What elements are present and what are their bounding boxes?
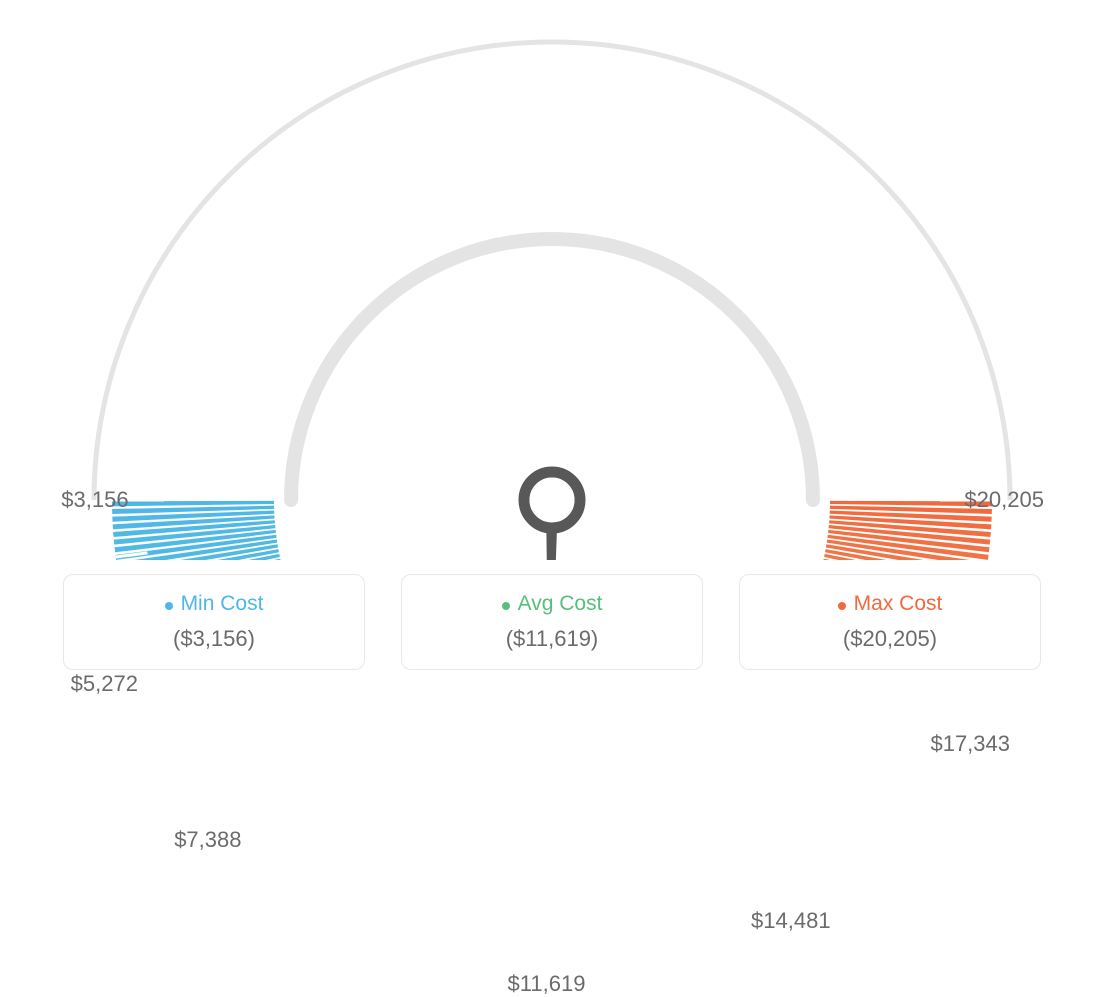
legend-dot-icon [838, 602, 846, 610]
legend-title: Max Cost [838, 592, 943, 616]
gauge-tick-label: $3,156 [61, 487, 128, 513]
gauge-tick-label: $17,343 [930, 731, 1010, 757]
legend-card: Min Cost ($3,156) [63, 574, 365, 670]
legend-label: Avg Cost [518, 592, 603, 616]
legend-label: Min Cost [181, 592, 264, 616]
legend-title: Avg Cost [502, 592, 603, 616]
legend-card: Avg Cost ($11,619) [401, 574, 703, 670]
legend-title: Min Cost [165, 592, 264, 616]
gauge-tick-label: $20,205 [964, 487, 1044, 513]
gauge-tick-label: $11,619 [508, 971, 586, 997]
gauge-tick-label: $14,481 [751, 908, 831, 934]
legend-row: Min Cost ($3,156) Avg Cost ($11,619) Max Cos… [0, 574, 1104, 670]
legend-value: ($3,156) [173, 626, 255, 652]
legend-dot-icon [502, 602, 510, 610]
gauge-tick-label: $5,272 [71, 671, 138, 697]
gauge-inner-arc [291, 239, 813, 500]
legend-label: Max Cost [854, 592, 943, 616]
legend-value: ($11,619) [506, 626, 599, 652]
gauge-hub-inner [530, 478, 575, 523]
legend-value: ($20,205) [843, 626, 937, 652]
gauge-tick-label: $7,388 [174, 827, 241, 853]
legend-dot-icon [165, 602, 173, 610]
gauge-outer-arc [94, 42, 1010, 500]
legend-card: Max Cost ($20,205) [739, 574, 1041, 670]
gauge-svg [0, 0, 1104, 560]
gauge-chart: $3,156$5,272$7,388$11,619$14,481$17,343$… [0, 0, 1104, 560]
